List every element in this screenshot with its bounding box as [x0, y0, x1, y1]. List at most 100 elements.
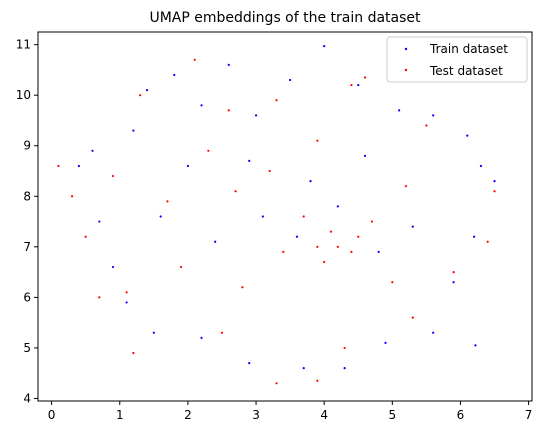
chart-title: UMAP embeddings of the train dataset [149, 10, 421, 26]
x-tick-label: 4 [320, 408, 328, 422]
x-tick-label: 2 [184, 408, 192, 422]
x-tick-label: 1 [116, 408, 124, 422]
test-point [221, 332, 223, 334]
test-point [330, 231, 332, 233]
train-point [125, 301, 127, 303]
test-point [371, 220, 373, 222]
train-point [98, 220, 100, 222]
legend-marker-test [405, 69, 407, 71]
train-point [303, 367, 305, 369]
test-point [412, 317, 414, 319]
test-point [316, 380, 318, 382]
test-point [453, 271, 455, 273]
train-point [160, 215, 162, 217]
test-point [493, 190, 495, 192]
test-point [364, 76, 366, 78]
test-point [275, 382, 277, 384]
ticks-layer: 0 1 2 3 4 5 6 7 4 5 6 7 8 9 10 11 [16, 38, 533, 422]
x-tick-label: 6 [457, 408, 465, 422]
train-point [357, 84, 359, 86]
train-point [398, 109, 400, 111]
train-point [432, 332, 434, 334]
train-point [146, 89, 148, 91]
test-point [228, 109, 230, 111]
train-point [432, 114, 434, 116]
plot-frame [38, 32, 532, 401]
legend-marker-train [405, 48, 407, 50]
test-point [303, 215, 305, 217]
test-point [85, 236, 87, 238]
test-point [316, 246, 318, 248]
x-tick-label: 3 [252, 408, 260, 422]
test-point [391, 281, 393, 283]
y-tick-label: 10 [16, 88, 31, 102]
legend-label-train: Train dataset [429, 42, 508, 56]
test-point [98, 296, 100, 298]
test-point [487, 241, 489, 243]
train-point [337, 205, 339, 207]
test-point [112, 175, 114, 177]
y-tick-label: 7 [23, 240, 31, 254]
train-point [344, 367, 346, 369]
train-point [473, 236, 475, 238]
train-point [296, 236, 298, 238]
x-tick-label: 5 [388, 408, 396, 422]
train-point [200, 104, 202, 106]
train-point [412, 226, 414, 228]
x-tick-label: 7 [525, 408, 533, 422]
points-layer [57, 45, 495, 384]
train-point [228, 64, 230, 66]
test-point [282, 251, 284, 253]
train-point [480, 165, 482, 167]
test-point [425, 124, 427, 126]
train-point [493, 180, 495, 182]
test-point [350, 251, 352, 253]
train-point [187, 165, 189, 167]
test-point [139, 94, 141, 96]
legend-label-test: Test dataset [429, 64, 503, 78]
y-tick-label: 9 [23, 139, 31, 153]
test-point [269, 170, 271, 172]
test-point [275, 99, 277, 101]
series-train [78, 45, 496, 369]
train-point [112, 266, 114, 268]
train-point [466, 135, 468, 137]
train-point [323, 45, 325, 47]
train-point [384, 342, 386, 344]
train-point [289, 79, 291, 81]
train-point [173, 74, 175, 76]
test-point [235, 190, 237, 192]
train-point [378, 251, 380, 253]
train-point [255, 114, 257, 116]
test-point [71, 195, 73, 197]
test-point [337, 246, 339, 248]
train-point [153, 332, 155, 334]
y-tick-label: 4 [23, 391, 31, 405]
train-point [364, 155, 366, 157]
test-point [405, 185, 407, 187]
train-point [453, 281, 455, 283]
train-point [132, 129, 134, 131]
legend: Train dataset Test dataset [387, 37, 527, 82]
train-point [309, 180, 311, 182]
test-point [350, 84, 352, 86]
test-point [344, 347, 346, 349]
test-point [316, 140, 318, 142]
test-point [125, 291, 127, 293]
train-point [262, 215, 264, 217]
train-point [248, 160, 250, 162]
test-point [357, 236, 359, 238]
y-tick-label: 11 [16, 38, 31, 52]
series-test [57, 59, 495, 385]
train-point [91, 150, 93, 152]
train-point [248, 362, 250, 364]
y-tick-label: 5 [23, 341, 31, 355]
train-point [78, 165, 80, 167]
test-point [241, 286, 243, 288]
test-point [132, 352, 134, 354]
train-point [474, 344, 476, 346]
test-point [180, 266, 182, 268]
x-tick-label: 0 [48, 408, 56, 422]
